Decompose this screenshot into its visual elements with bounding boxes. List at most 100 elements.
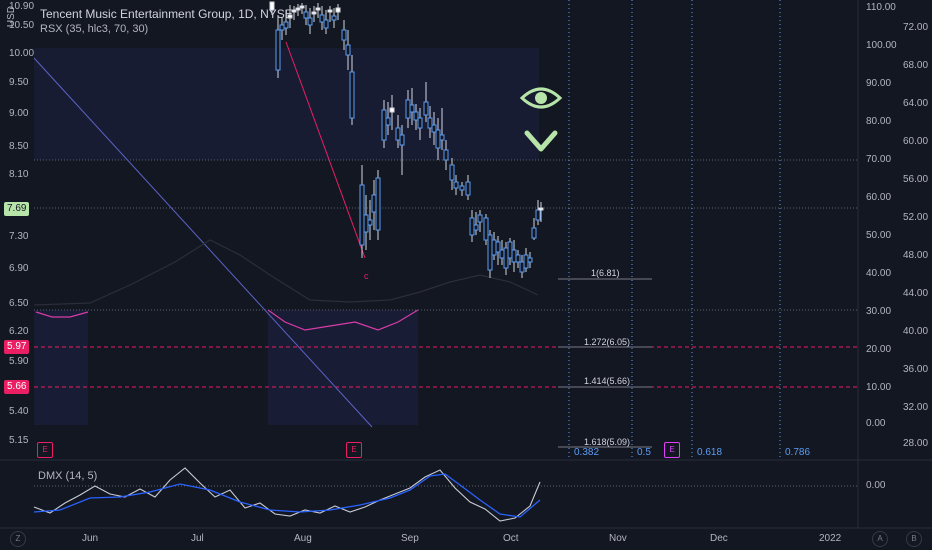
candle-body	[473, 224, 479, 231]
rsx-shadow-curve	[33, 239, 539, 306]
fib-ext-label-1414: 1.414(5.66)	[584, 376, 631, 386]
candle-body	[427, 117, 433, 129]
candle-body	[367, 219, 373, 226]
candle-body	[477, 214, 483, 223]
candle-body	[399, 134, 405, 146]
time-tick-label: Dec	[710, 533, 728, 544]
time-tick-label: Jul	[191, 533, 204, 544]
fib-ext-label-1: 1(6.81)	[591, 268, 620, 278]
oscillator-tick-label: 40.00	[866, 268, 892, 279]
time-tick-label: Oct	[503, 533, 519, 544]
price-tick-label: 5.40	[9, 406, 29, 417]
point-c-label: c	[364, 271, 369, 281]
right-price-tick-label: 60.00	[903, 136, 929, 147]
current-price-badge: 7.69	[4, 202, 30, 216]
candle-body	[359, 184, 365, 246]
price-tick-label: 9.50	[9, 77, 29, 88]
candle-body	[519, 261, 525, 273]
oscillator-tick-label: 60.00	[866, 192, 892, 203]
shaded-zone-middle	[268, 310, 418, 425]
dmx-indicator-label[interactable]: DMX (14, 5)	[38, 470, 98, 482]
right-price-tick-label: 72.00	[903, 22, 929, 33]
oscillator-tick-label: 90.00	[866, 78, 892, 89]
oscillator-tick-label: 20.00	[866, 344, 892, 355]
candle-body	[279, 24, 285, 31]
candle-body	[389, 107, 395, 113]
price-tick-label: 5.90	[9, 356, 29, 367]
candle-body	[459, 185, 465, 191]
candle-body	[495, 241, 501, 253]
price-tick-label: 6.50	[9, 298, 29, 309]
log-scale-button[interactable]: B	[906, 531, 922, 547]
candle-body	[469, 217, 475, 236]
candle-body	[423, 101, 429, 116]
check-icon	[524, 130, 558, 152]
candle-body	[483, 217, 489, 241]
abcd-leg-line[interactable]	[285, 41, 366, 259]
time-tick-label: Aug	[294, 533, 312, 544]
fib-time-label-0786: 0.786	[785, 447, 811, 458]
shaded-zone-left	[34, 310, 88, 425]
trend-line-diagonal[interactable]	[33, 57, 373, 428]
auto-scale-button[interactable]: A	[872, 531, 888, 547]
candle-body	[439, 134, 445, 141]
time-tick-label: Sep	[401, 533, 419, 544]
right-price-tick-label: 44.00	[903, 288, 929, 299]
candle-body	[503, 247, 509, 269]
rsx-indicator-label[interactable]: RSX (35, hlc3, 70, 30)	[40, 23, 149, 35]
right-price-tick-label: 28.00	[903, 438, 929, 449]
zoom-button[interactable]: Z	[10, 531, 26, 547]
candle-body	[349, 71, 355, 119]
price-tick-label: 8.50	[9, 141, 29, 152]
right-price-tick-label: 56.00	[903, 174, 929, 185]
candle-body	[331, 15, 337, 21]
right-price-tick-label: 40.00	[903, 326, 929, 337]
candle-body	[335, 7, 341, 13]
right-price-tick-label: 68.00	[903, 60, 929, 71]
fib-price-tag-1: 5.97	[4, 340, 30, 354]
candle-body	[323, 19, 329, 29]
earnings-marker-1[interactable]: E	[37, 442, 53, 458]
candle-body	[523, 254, 529, 269]
earnings-marker-2[interactable]: E	[346, 442, 362, 458]
candle-body	[531, 227, 537, 239]
fib-ext-label-1618: 1.618(5.09)	[584, 437, 631, 447]
candle-body	[363, 214, 369, 233]
dmx-signal-line	[33, 473, 541, 518]
candle-body	[341, 29, 347, 41]
candle-body	[291, 9, 297, 13]
price-tick-label: 10.00	[9, 48, 35, 59]
candle-body	[515, 254, 521, 263]
candle-body	[491, 239, 497, 256]
candle-body	[371, 194, 377, 213]
oscillator-tick-label: 70.00	[866, 154, 892, 165]
symbol-title[interactable]: Tencent Music Entertainment Group, 1D, N…	[40, 7, 293, 21]
candle-body	[443, 149, 449, 161]
oscillator-tick-label: 110.00	[866, 2, 896, 13]
candle-body	[435, 129, 441, 149]
candle-body	[431, 124, 437, 133]
right-price-tick-label: 52.00	[903, 212, 929, 223]
rsx-oversold-curve	[35, 311, 89, 318]
candle-body	[303, 11, 309, 19]
candlestick-series[interactable]	[269, 1, 544, 278]
fib-price-tag-2: 5.66	[4, 380, 30, 394]
candle-body	[538, 207, 544, 211]
price-tick-label: 7.30	[9, 231, 29, 242]
candle-body	[417, 117, 423, 129]
fib-time-label-0618: 0.618	[697, 447, 723, 458]
price-tick-label: 10.90	[9, 1, 35, 12]
earnings-marker-upcoming[interactable]: E	[664, 442, 680, 458]
oscillator-tick-label: 30.00	[866, 306, 892, 317]
eye-icon	[519, 87, 563, 109]
candle-body	[275, 29, 281, 71]
candle-body	[375, 177, 381, 231]
price-tick-label: 10.50	[9, 20, 35, 31]
right-price-tick-label: 64.00	[903, 98, 929, 109]
candle-body	[295, 7, 301, 11]
time-tick-label: 2022	[819, 533, 842, 544]
candle-body	[299, 5, 305, 9]
candle-body	[487, 234, 493, 271]
candle-body	[283, 21, 289, 29]
